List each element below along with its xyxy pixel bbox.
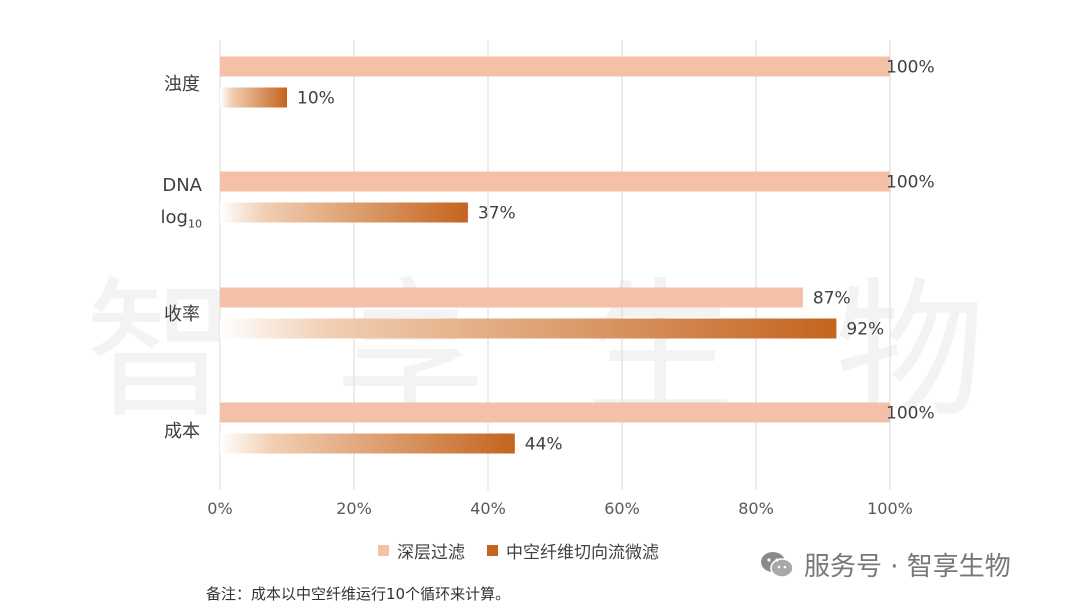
dna-label-line1: DNA xyxy=(162,175,202,196)
bar-hollow-fiber xyxy=(220,202,468,223)
bar-hollow-fiber xyxy=(220,318,837,339)
dna-label-line2: log10 xyxy=(160,207,202,231)
legend-label-deep: 深层过滤 xyxy=(397,543,465,563)
legend-label-hollow: 中空纤维切向流微滤 xyxy=(506,543,659,563)
category-label-yield: 收率 xyxy=(164,304,200,325)
wechat-account: 服务号 · 智享生物 xyxy=(760,546,1011,583)
category-label-cost: 成本 xyxy=(164,421,200,442)
legend-item-deep: 深层过滤 xyxy=(378,538,465,563)
data-label: 37% xyxy=(478,204,516,224)
footnote: 备注：成本以中空纤维运行10个循环来计算。 xyxy=(206,585,511,603)
legend: 深层过滤 中空纤维切向流微滤 xyxy=(378,538,681,563)
x-tick-label: 40% xyxy=(470,499,506,518)
category-label-turbidity: 浊度 xyxy=(164,74,200,95)
data-label: 100% xyxy=(886,58,935,78)
data-label: 92% xyxy=(846,320,884,340)
data-label: 100% xyxy=(886,404,935,424)
legend-item-hollow: 中空纤维切向流微滤 xyxy=(487,538,659,563)
bar-deep-filtration xyxy=(220,402,890,423)
wechat-account-name: 服务号 · 智享生物 xyxy=(804,552,1011,582)
bar-hollow-fiber xyxy=(220,433,515,454)
data-label: 44% xyxy=(525,435,563,455)
bar-chart: 100% 10% 100% 37% 87% 92% 100% 44% 0% 20% 40% 60% 8… xyxy=(207,40,935,518)
bar-deep-filtration xyxy=(220,56,890,77)
bar-deep-filtration xyxy=(220,171,890,192)
legend-swatch-hollow xyxy=(487,545,498,556)
bar-hollow-fiber xyxy=(220,87,287,108)
x-tick-label: 0% xyxy=(207,499,232,518)
wechat-icon xyxy=(761,551,794,578)
x-tick-label: 80% xyxy=(738,499,774,518)
data-label: 87% xyxy=(813,289,851,309)
category-label-dna: DNA log10 xyxy=(120,170,202,241)
legend-swatch-deep xyxy=(378,545,389,556)
bar-deep-filtration xyxy=(220,287,803,308)
x-tick-label: 60% xyxy=(604,499,640,518)
x-tick-label: 20% xyxy=(336,499,372,518)
data-label: 100% xyxy=(886,173,935,193)
x-tick-label: 100% xyxy=(867,499,913,518)
data-label: 10% xyxy=(297,89,335,109)
